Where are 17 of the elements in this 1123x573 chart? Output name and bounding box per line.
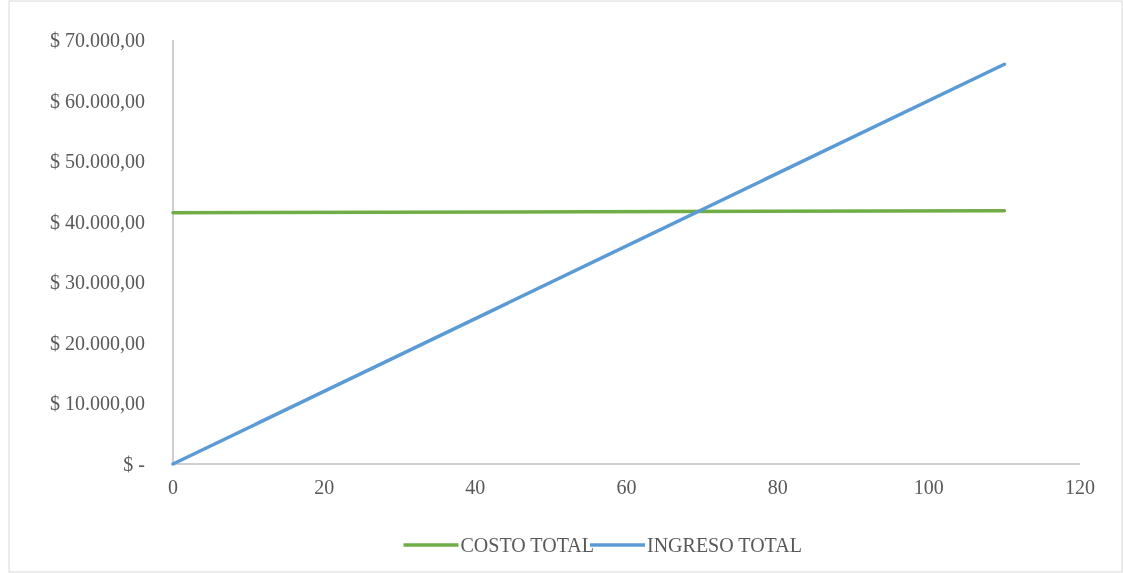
y-tick-label: $ 60.000,00 xyxy=(50,89,145,112)
x-tick-label: 80 xyxy=(767,476,788,498)
y-tick-label: $ 40.000,00 xyxy=(50,210,145,233)
legend-label: COSTO TOTAL xyxy=(460,534,594,556)
y-tick-label: $ 10.000,00 xyxy=(50,392,145,415)
x-tick-label: 40 xyxy=(465,476,486,498)
y-tick-label: $ 30.000,00 xyxy=(50,271,145,294)
y-tick-label: $ 70.000,00 xyxy=(50,29,145,51)
x-tick-label: 20 xyxy=(314,476,335,498)
y-tick-label: $ 50.000,00 xyxy=(50,150,145,173)
y-tick-label: $ 20.000,00 xyxy=(50,331,145,354)
x-tick-label: 0 xyxy=(168,476,178,498)
x-tick-label: 120 xyxy=(1065,476,1095,498)
x-tick-label: 100 xyxy=(913,476,944,498)
x-tick-label: 60 xyxy=(616,476,637,498)
legend-label: INGRESO TOTAL xyxy=(647,534,802,556)
y-tick-label: $ - xyxy=(123,453,145,475)
